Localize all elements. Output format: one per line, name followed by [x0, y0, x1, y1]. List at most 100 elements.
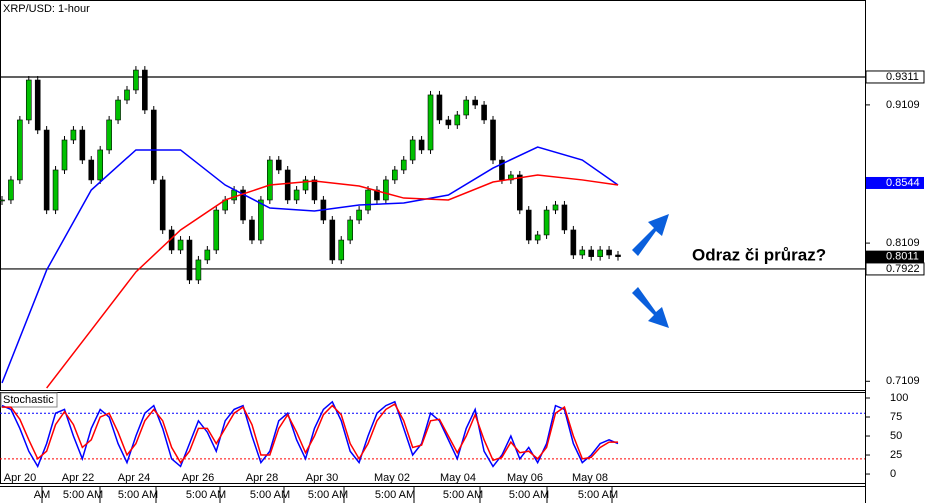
candle — [552, 204, 559, 211]
candle — [124, 89, 130, 101]
oscillator-title: Stochastic — [3, 394, 54, 406]
date-label: Apr 26 — [182, 472, 214, 484]
oscillator-line — [2, 403, 618, 464]
time-label: 5:00 AM — [250, 489, 290, 501]
annotation: Odraz či průraz? — [692, 245, 826, 264]
candle — [106, 119, 112, 151]
price-marker — [866, 176, 924, 189]
candle — [427, 94, 434, 151]
candle — [615, 254, 621, 257]
date-label: May 08 — [572, 472, 608, 484]
candle — [400, 159, 407, 171]
candle — [579, 249, 586, 256]
candle — [142, 69, 148, 111]
candle — [79, 129, 86, 161]
candle — [383, 179, 389, 201]
candle — [543, 209, 550, 236]
candle — [150, 109, 157, 181]
candle — [293, 189, 300, 201]
level-label: 0.7922 — [886, 263, 920, 275]
y-tick-label: 0.7109 — [886, 375, 920, 387]
candle — [472, 99, 478, 106]
candle — [561, 204, 568, 231]
osc-tick-label: 50 — [890, 430, 902, 442]
osc-tick-label: 0 — [890, 468, 896, 480]
candle — [25, 79, 32, 121]
time-label: 5:00 AM — [375, 489, 415, 501]
candle — [43, 129, 50, 211]
date-label: May 04 — [440, 472, 476, 484]
y-tick-label: 0.8109 — [886, 237, 920, 249]
candle — [338, 239, 345, 261]
arrow-up — [632, 214, 669, 256]
candle — [392, 169, 398, 181]
moving-average — [46, 174, 619, 389]
candle — [454, 114, 461, 126]
candle — [481, 104, 487, 121]
candle — [97, 149, 104, 181]
candle — [284, 169, 291, 201]
candle — [249, 219, 255, 241]
candle — [231, 189, 237, 201]
price-marker — [866, 250, 924, 263]
candle — [606, 249, 612, 256]
date-label: May 06 — [507, 472, 543, 484]
candle — [34, 79, 41, 131]
candle — [302, 179, 309, 191]
candle — [525, 209, 532, 241]
candle — [61, 139, 68, 171]
level-box — [865, 70, 925, 84]
candle — [418, 139, 425, 151]
time-label: 5:00 AM — [118, 489, 158, 501]
moving-average — [1, 146, 619, 384]
candle — [240, 189, 246, 221]
candle — [597, 249, 603, 257]
candle — [311, 179, 318, 201]
candle — [516, 174, 523, 211]
candle — [409, 139, 416, 161]
candle — [177, 239, 184, 251]
candle — [267, 159, 273, 201]
candle — [490, 119, 496, 161]
candle — [356, 209, 362, 221]
candle — [570, 229, 577, 256]
price-marker-label: 0.8544 — [886, 177, 920, 189]
candle — [115, 99, 121, 121]
title-bg — [1, 1, 99, 16]
candle — [534, 234, 541, 241]
chart-title: XRP/USD: 1-hour — [3, 3, 90, 15]
candle — [588, 249, 595, 257]
candle — [275, 159, 282, 171]
candle — [52, 169, 59, 211]
candle — [88, 159, 95, 181]
date-label: Apr 24 — [118, 472, 150, 484]
osc-tick-label: 25 — [890, 449, 902, 461]
time-label: 5:00 AM — [186, 489, 226, 501]
time-label: 5:00 AM — [308, 489, 348, 501]
level-box — [865, 262, 925, 276]
oscillator-panel — [0, 392, 866, 484]
date-label: May 02 — [374, 472, 410, 484]
candle — [374, 189, 380, 201]
candle — [186, 239, 193, 281]
osc-title-bg — [0, 392, 58, 408]
candle — [365, 189, 371, 211]
time-label: 5:00 AM — [578, 489, 618, 501]
candle — [17, 119, 23, 181]
osc-tick-label: 75 — [890, 411, 902, 423]
candle — [436, 94, 443, 121]
time-label: 5:00 AM — [443, 489, 483, 501]
time-label: 5:00 AM — [509, 489, 549, 501]
candle — [204, 249, 211, 261]
candle — [213, 209, 220, 251]
candle — [329, 219, 336, 261]
date-label: Apr 22 — [62, 472, 94, 484]
candle — [347, 219, 353, 241]
candle — [70, 129, 77, 141]
arrows — [632, 214, 669, 328]
date-label: Apr 20 — [4, 472, 36, 484]
price-marker-label: 0.8011 — [886, 251, 919, 263]
candle — [8, 179, 14, 201]
candle — [159, 179, 166, 231]
